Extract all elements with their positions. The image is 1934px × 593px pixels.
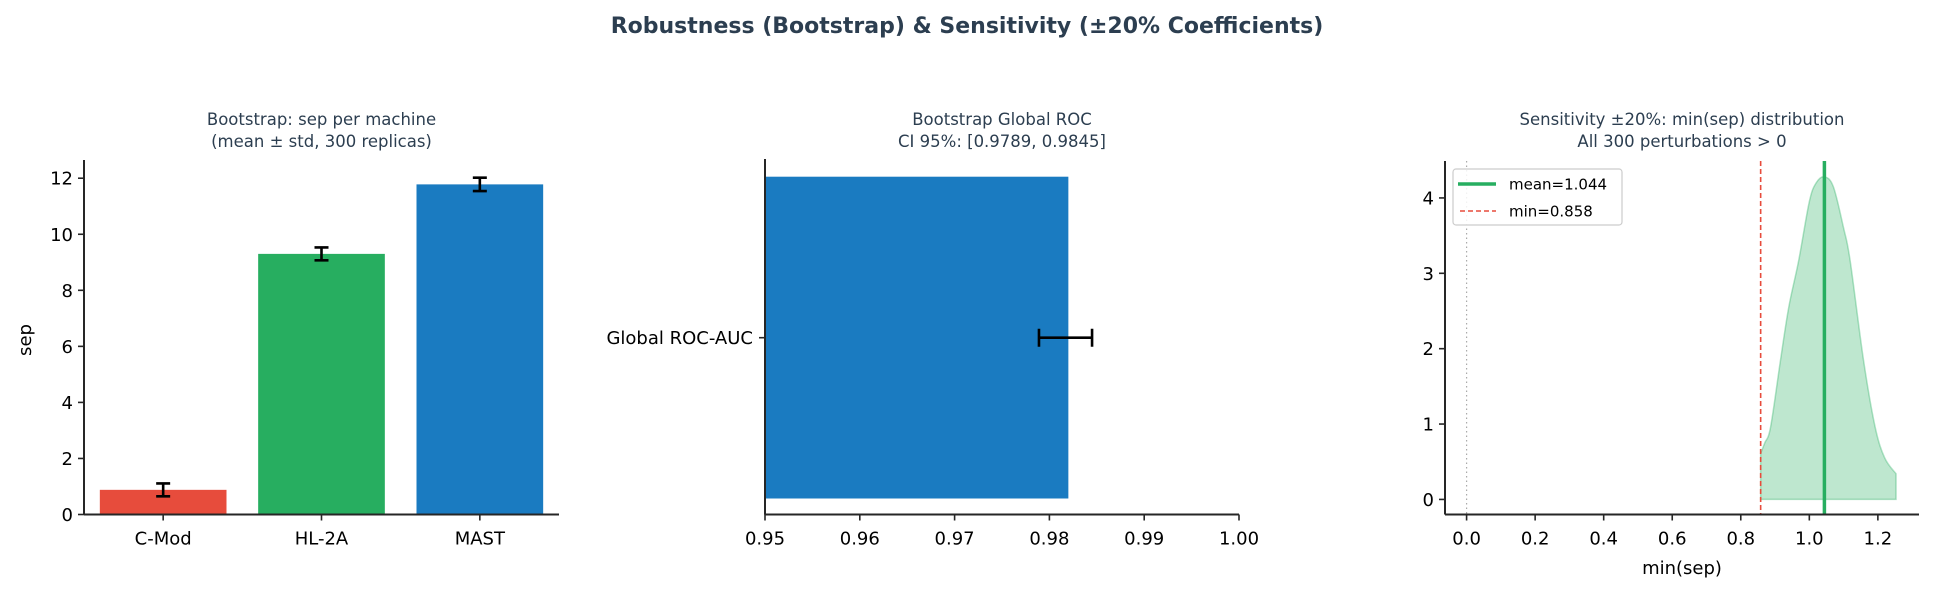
y-tick-label: 1 [1423, 415, 1434, 436]
y-tick-label: 8 [62, 281, 73, 302]
y-tick-label: 4 [62, 393, 73, 414]
y-tick-label: 4 [1423, 188, 1434, 209]
y-tick-label: 2 [1423, 339, 1434, 360]
chart-3-x-axis-label: min(sep) [1642, 558, 1722, 579]
bar-hl-2a [258, 253, 385, 515]
x-tick-label: 0.97 [935, 529, 975, 550]
x-tick-label: 1.0 [1795, 529, 1824, 550]
legend-min-label: min=0.858 [1509, 203, 1593, 221]
x-tick-label: 0.2 [1521, 529, 1550, 550]
y-tick-label: 12 [50, 169, 73, 190]
x-tick-label: 0.98 [1029, 529, 1069, 550]
error-bar [314, 246, 329, 262]
x-tick-label: 0.4 [1589, 529, 1618, 550]
y-tick-label: 6 [62, 337, 73, 358]
chart-1-title-line-2: (mean ± std, 300 replicas) [211, 132, 432, 151]
y-tick-label: 3 [1423, 264, 1434, 285]
y-tick-label: 0 [1423, 490, 1434, 511]
y-tick-label: Global ROC-AUC [606, 328, 753, 349]
ci-error-bar [1037, 328, 1094, 347]
chart-1-title-line-1: Bootstrap: sep per machine [207, 110, 436, 129]
chart-2-title-line-1: Bootstrap Global ROC [912, 110, 1092, 129]
x-tick-label: 1.2 [1864, 529, 1893, 550]
x-tick-label: HL-2A [295, 529, 349, 550]
x-tick-label: 0.6 [1658, 529, 1687, 550]
chart-3-legend: mean=1.044 min=0.858 [1452, 168, 1623, 226]
global-roc-chart: Bootstrap Global ROC CI 95%: [0.9789, 0.… [606, 110, 1259, 550]
x-tick-label: 0.99 [1124, 529, 1164, 550]
sep-per-machine-chart: Bootstrap: sep per machine (mean ± std, … [15, 110, 559, 550]
error-bar [472, 176, 487, 193]
chart-1-y-axis-label: sep [15, 324, 36, 356]
y-tick-label: 10 [50, 225, 73, 246]
chart-3-title-line-2: All 300 perturbations > 0 [1577, 132, 1786, 151]
x-tick-label: 0.96 [840, 529, 880, 550]
x-tick-label: MAST [455, 529, 506, 550]
chart-2-title-line-2: CI 95%: [0.9789, 0.9845] [898, 132, 1106, 151]
x-tick-label: 1.00 [1219, 529, 1259, 550]
error-bar [156, 482, 171, 498]
chart-3-title-line-1: Sensitivity ±20%: min(sep) distribution [1520, 110, 1845, 129]
x-tick-label: 0.95 [745, 529, 785, 550]
kde-distribution-area [1759, 175, 1897, 501]
x-tick-label: 0.8 [1726, 529, 1755, 550]
y-tick-label: 2 [62, 449, 73, 470]
x-tick-label: 0.0 [1452, 529, 1481, 550]
x-tick-label: C-Mod [135, 529, 192, 550]
y-tick-label: 0 [62, 505, 73, 526]
legend-mean-label: mean=1.044 [1509, 176, 1607, 194]
figure-suptitle: Robustness (Bootstrap) & Sensitivity (±2… [611, 14, 1324, 39]
sensitivity-distribution-chart: Sensitivity ±20%: min(sep) distribution … [1423, 110, 1919, 579]
bar-global-roc-auc [765, 176, 1069, 499]
bar-mast [416, 184, 544, 515]
